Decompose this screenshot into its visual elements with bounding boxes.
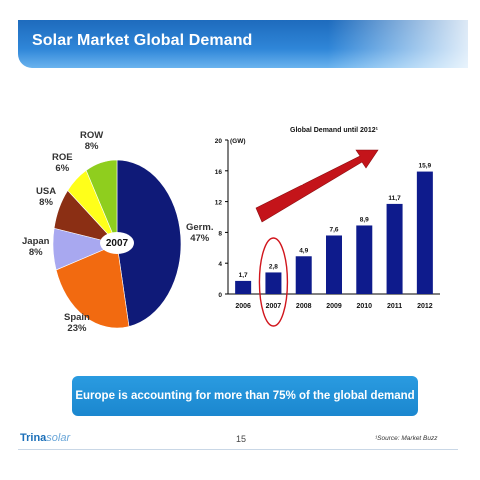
title-bar: Solar Market Global Demand [18, 20, 468, 68]
page-number: 15 [236, 434, 247, 444]
x-tick-label: 2010 [356, 303, 372, 310]
pie-label-row-name: ROW [80, 130, 104, 141]
y-tick-label: 16 [215, 169, 223, 176]
y-tick-label: 12 [215, 200, 223, 207]
bar-2006 [235, 280, 252, 294]
bar-value-label: 4,9 [299, 247, 308, 254]
pie-label-roe-name: ROE [52, 152, 73, 163]
bar-value-label: 15,9 [419, 163, 432, 170]
bar-value-label: 1,7 [239, 272, 248, 279]
bar-2012 [416, 171, 433, 294]
bar-value-label: 2,8 [269, 263, 278, 270]
y-tick-label: 8 [218, 230, 222, 237]
bar-2011 [386, 203, 403, 294]
bar-value-label: 11,7 [388, 195, 401, 202]
pie-label-roe-value: 6% [55, 163, 70, 174]
bar-value-label: 8,9 [360, 216, 369, 223]
pie-label-usa: USA 8% [36, 186, 56, 208]
bar-2008 [295, 256, 312, 294]
pie-label-row-value: 8% [84, 141, 99, 152]
cagr-arrow [255, 149, 379, 223]
source-note: ¹Source: Market Buzz [375, 435, 438, 442]
y-tick-label: 4 [218, 261, 222, 268]
pie-label-spain: Spain 23% [64, 312, 90, 334]
pie-center-label: 2007 [100, 232, 134, 254]
pie-label-germany-value: 47% [190, 233, 210, 244]
y-tick-label: 0 [218, 292, 222, 299]
pie-label-japan-name: Japan [22, 236, 50, 247]
x-tick-label: 2008 [296, 303, 312, 310]
highlight-ellipse [258, 237, 289, 327]
page-title: Solar Market Global Demand [32, 32, 253, 49]
x-tick-label: 2012 [417, 303, 433, 310]
pie-slice-germ [116, 159, 182, 327]
x-tick-label: 2006 [235, 303, 251, 310]
pie-label-usa-value: 8% [39, 197, 53, 208]
y-tick-label: 20 [215, 138, 223, 145]
pie-slice-spain [55, 243, 130, 329]
bar-2007 [265, 272, 282, 294]
bar-value-label: 7,6 [329, 226, 338, 233]
pie-label-germany: Germ. 47% [186, 222, 213, 244]
pie-label-row: ROW 8% [80, 130, 103, 152]
pie-label-roe: ROE 6% [52, 152, 73, 174]
pie-label-spain-value: 23% [67, 323, 87, 334]
footer-divider [18, 449, 458, 450]
y-axis-unit: (GW) [230, 138, 246, 145]
pie-label-japan: Japan 8% [22, 236, 49, 258]
trinasolar-logo: Trinasolar [20, 432, 70, 444]
pie-slice-row [85, 159, 118, 245]
pie-label-germany-name: Germ. [186, 222, 214, 233]
bar-chart-title: Global Demand until 2012¹ [290, 127, 379, 134]
x-tick-label: 2009 [326, 303, 342, 310]
pie-label-japan-value: 8% [28, 247, 43, 258]
x-tick-label: 2011 [387, 303, 402, 310]
logo-part-2: solar [46, 432, 71, 444]
summary-banner: Europe is accounting for more than 75% o… [72, 376, 418, 416]
x-tick-label: 2007 [266, 303, 282, 310]
pie-label-usa-name: USA [36, 186, 57, 197]
pie-label-spain-name: Spain [64, 312, 90, 323]
bar-2009 [326, 235, 342, 294]
bar-2010 [356, 225, 373, 294]
logo-part-1: Trina [20, 432, 47, 444]
